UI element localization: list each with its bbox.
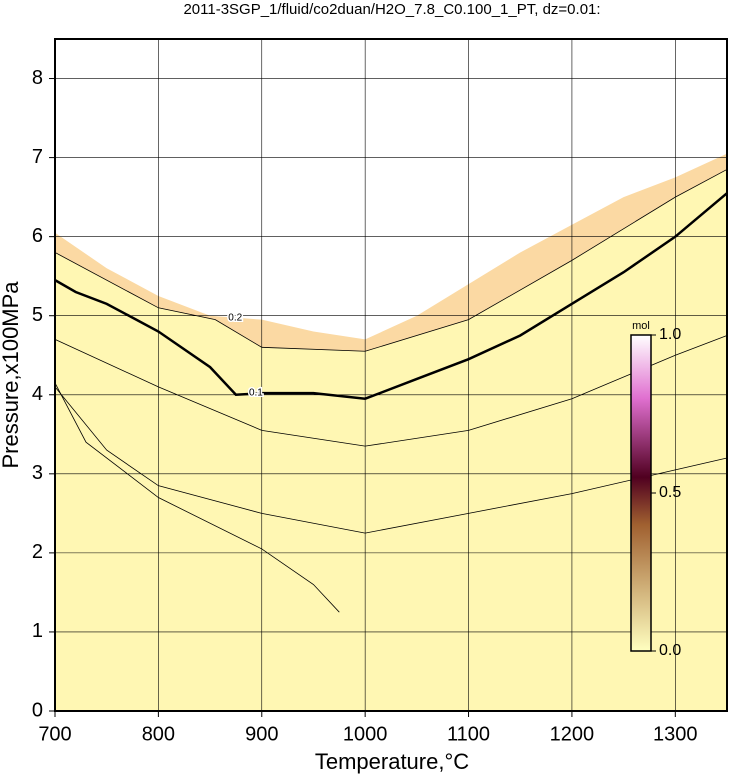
contour-line <box>54 192 728 400</box>
y-tick-label: 0 <box>32 699 43 721</box>
colorbar <box>630 334 652 652</box>
y-tick-label: 3 <box>32 462 43 484</box>
colorbar-tick-label: 0.5 <box>659 484 681 501</box>
y-tick-label: 7 <box>32 146 43 168</box>
plot-frame <box>54 38 728 712</box>
y-axis-label: Pressure,x100MPa <box>0 281 23 469</box>
x-tick-label: 1100 <box>447 723 490 745</box>
colorbar-tick-label: 1.0 <box>659 326 681 343</box>
y-tick-label: 5 <box>32 304 43 326</box>
x-axis-label: Temperature,°C <box>315 749 469 774</box>
x-tick-label: 1200 <box>550 723 595 745</box>
colorbar-tick-label: 0.0 <box>659 642 681 659</box>
y-tick-label: 2 <box>32 541 43 563</box>
y-tick-label: 1 <box>32 620 43 642</box>
x-tick-label: 700 <box>38 723 71 745</box>
field-fill <box>55 169 727 712</box>
x-tick-label: 900 <box>245 723 278 745</box>
chart-title: 2011-3SGP_1/fluid/co2duan/H2O_7.8_C0.100… <box>183 1 600 18</box>
x-tick-label: 800 <box>142 723 175 745</box>
contour-label: 0.2 <box>228 312 242 323</box>
x-tick-label: 1300 <box>653 723 698 745</box>
contour-label: 0.1 <box>249 387 263 398</box>
y-tick-label: 6 <box>32 225 43 247</box>
contour-line <box>54 169 728 352</box>
y-tick-label: 4 <box>32 383 43 405</box>
contour-line <box>54 335 728 447</box>
colorbar-label: mol <box>632 320 650 332</box>
y-tick-label: 8 <box>32 67 43 89</box>
contour-line <box>54 382 340 613</box>
x-tick-label: 1000 <box>343 723 388 745</box>
